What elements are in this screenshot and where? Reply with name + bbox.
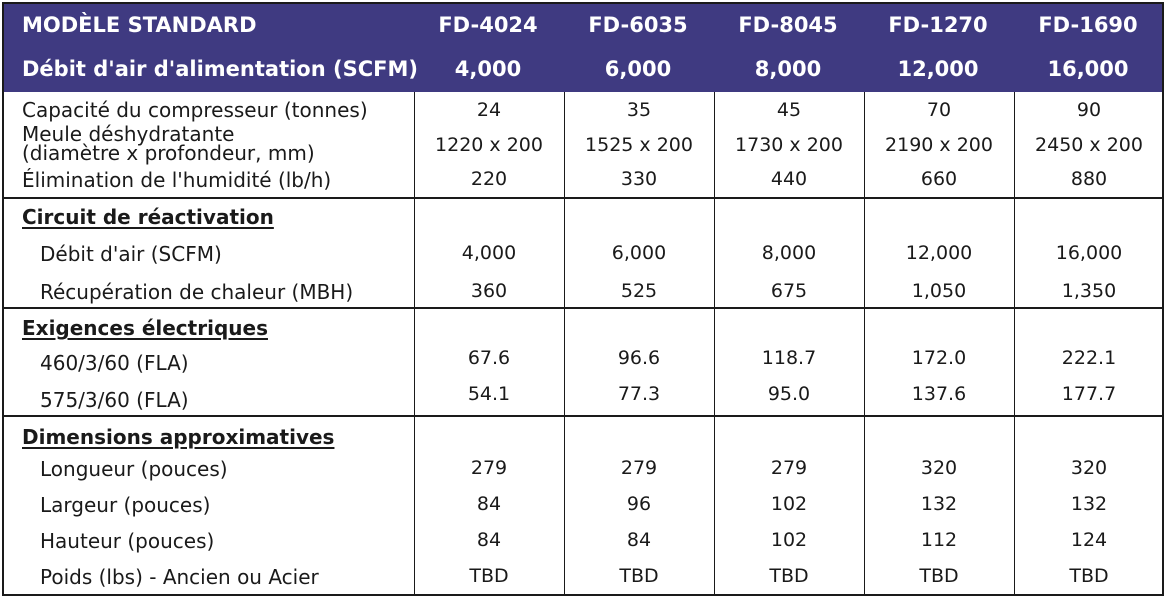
section-divider	[4, 415, 1162, 417]
cell-length-3: 279	[770, 457, 808, 479]
cell-wheel-3: 1730 x 200	[735, 134, 843, 156]
row-label-width: Largeur (pouces)	[40, 493, 211, 517]
cell-height-5: 124	[1070, 529, 1108, 551]
cell-weight-1: TBD	[469, 565, 509, 587]
header-row2-label: Débit d'air d'alimentation (SCFM)	[22, 57, 418, 81]
cell-460v-4: 172.0	[911, 347, 967, 369]
model-col-2: FD-6035	[588, 13, 688, 37]
column-divider	[864, 92, 865, 594]
cell-width-1: 84	[476, 493, 502, 515]
cell-weight-4: TBD	[919, 565, 959, 587]
cell-length-1: 279	[470, 457, 508, 479]
row-label-heat-recovery: Récupération de chaleur (MBH)	[40, 280, 354, 304]
row-label-575v: 575/3/60 (FLA)	[40, 388, 189, 412]
cell-wheel-2: 1525 x 200	[585, 134, 693, 156]
row-label-height: Hauteur (pouces)	[40, 529, 215, 553]
section-title-dimensions: Dimensions approximatives	[22, 425, 335, 449]
cell-moisture-1: 220	[470, 168, 508, 190]
cell-react-airflow-3: 8,000	[761, 242, 817, 264]
cell-moisture-2: 330	[620, 168, 658, 190]
cell-moisture-4: 660	[920, 168, 958, 190]
cell-compressor-4: 70	[926, 99, 952, 121]
row-label-wheel-line1: Meule déshydratante	[22, 122, 235, 146]
cell-compressor-5: 90	[1076, 99, 1102, 121]
column-divider	[1014, 92, 1015, 594]
cell-460v-1: 67.6	[467, 347, 511, 369]
cell-length-4: 320	[920, 457, 958, 479]
row-label-wheel-line2: (diamètre x profondeur, mm)	[22, 141, 315, 165]
airflow-col-1: 4,000	[454, 57, 522, 81]
cell-575v-2: 77.3	[617, 383, 661, 405]
cell-react-airflow-5: 16,000	[1055, 242, 1123, 264]
row-label-460v: 460/3/60 (FLA)	[40, 351, 189, 375]
cell-460v-2: 96.6	[617, 347, 661, 369]
cell-460v-3: 118.7	[761, 347, 817, 369]
cell-height-3: 102	[770, 529, 808, 551]
row-label-weight: Poids (lbs) - Ancien ou Acier	[40, 565, 319, 589]
cell-width-4: 132	[920, 493, 958, 515]
cell-heat-4: 1,050	[911, 280, 967, 302]
airflow-col-5: 16,000	[1047, 57, 1129, 81]
cell-compressor-3: 45	[776, 99, 802, 121]
cell-heat-2: 525	[620, 280, 658, 302]
cell-moisture-3: 440	[770, 168, 808, 190]
cell-compressor-1: 24	[476, 99, 502, 121]
cell-compressor-2: 35	[626, 99, 652, 121]
cell-width-3: 102	[770, 493, 808, 515]
cell-weight-2: TBD	[619, 565, 659, 587]
cell-heat-3: 675	[770, 280, 808, 302]
cell-heat-1: 360	[470, 280, 508, 302]
cell-wheel-5: 2450 x 200	[1035, 134, 1143, 156]
cell-moisture-5: 880	[1070, 168, 1108, 190]
cell-575v-5: 177.7	[1061, 383, 1117, 405]
cell-react-airflow-4: 12,000	[905, 242, 973, 264]
cell-length-2: 279	[620, 457, 658, 479]
cell-react-airflow-1: 4,000	[461, 242, 517, 264]
cell-460v-5: 222.1	[1061, 347, 1117, 369]
cell-weight-5: TBD	[1069, 565, 1109, 587]
cell-height-4: 112	[920, 529, 958, 551]
cell-wheel-4: 2190 x 200	[885, 134, 993, 156]
cell-weight-3: TBD	[769, 565, 809, 587]
section-divider	[4, 197, 1162, 199]
airflow-col-4: 12,000	[897, 57, 979, 81]
cell-length-5: 320	[1070, 457, 1108, 479]
cell-575v-4: 137.6	[911, 383, 967, 405]
airflow-col-2: 6,000	[604, 57, 672, 81]
row-label-reactivation-airflow: Débit d'air (SCFM)	[40, 242, 222, 266]
section-title-reactivation: Circuit de réactivation	[22, 205, 274, 229]
cell-height-1: 84	[476, 529, 502, 551]
cell-height-2: 84	[626, 529, 652, 551]
cell-width-2: 96	[626, 493, 652, 515]
column-divider	[564, 92, 565, 594]
section-divider	[4, 307, 1162, 309]
cell-width-5: 132	[1070, 493, 1108, 515]
model-col-1: FD-4024	[438, 13, 538, 37]
airflow-col-3: 8,000	[754, 57, 822, 81]
model-col-5: FD-1690	[1038, 13, 1138, 37]
cell-wheel-1: 1220 x 200	[435, 134, 543, 156]
column-divider	[714, 92, 715, 594]
row-label-length: Longueur (pouces)	[40, 457, 228, 481]
model-col-4: FD-1270	[888, 13, 988, 37]
model-col-3: FD-8045	[738, 13, 838, 37]
section-title-electrical: Exigences électriques	[22, 316, 268, 340]
cell-heat-5: 1,350	[1061, 280, 1117, 302]
table-header: MODÈLE STANDARD Débit d'air d'alimentati…	[4, 4, 1162, 92]
column-divider	[414, 92, 415, 594]
row-label-compressor: Capacité du compresseur (tonnes)	[22, 98, 368, 122]
cell-575v-3: 95.0	[767, 383, 811, 405]
header-row1-label: MODÈLE STANDARD	[22, 13, 257, 37]
cell-react-airflow-2: 6,000	[611, 242, 667, 264]
row-label-moisture: Élimination de l'humidité (lb/h)	[22, 168, 332, 192]
cell-575v-1: 54.1	[467, 383, 511, 405]
